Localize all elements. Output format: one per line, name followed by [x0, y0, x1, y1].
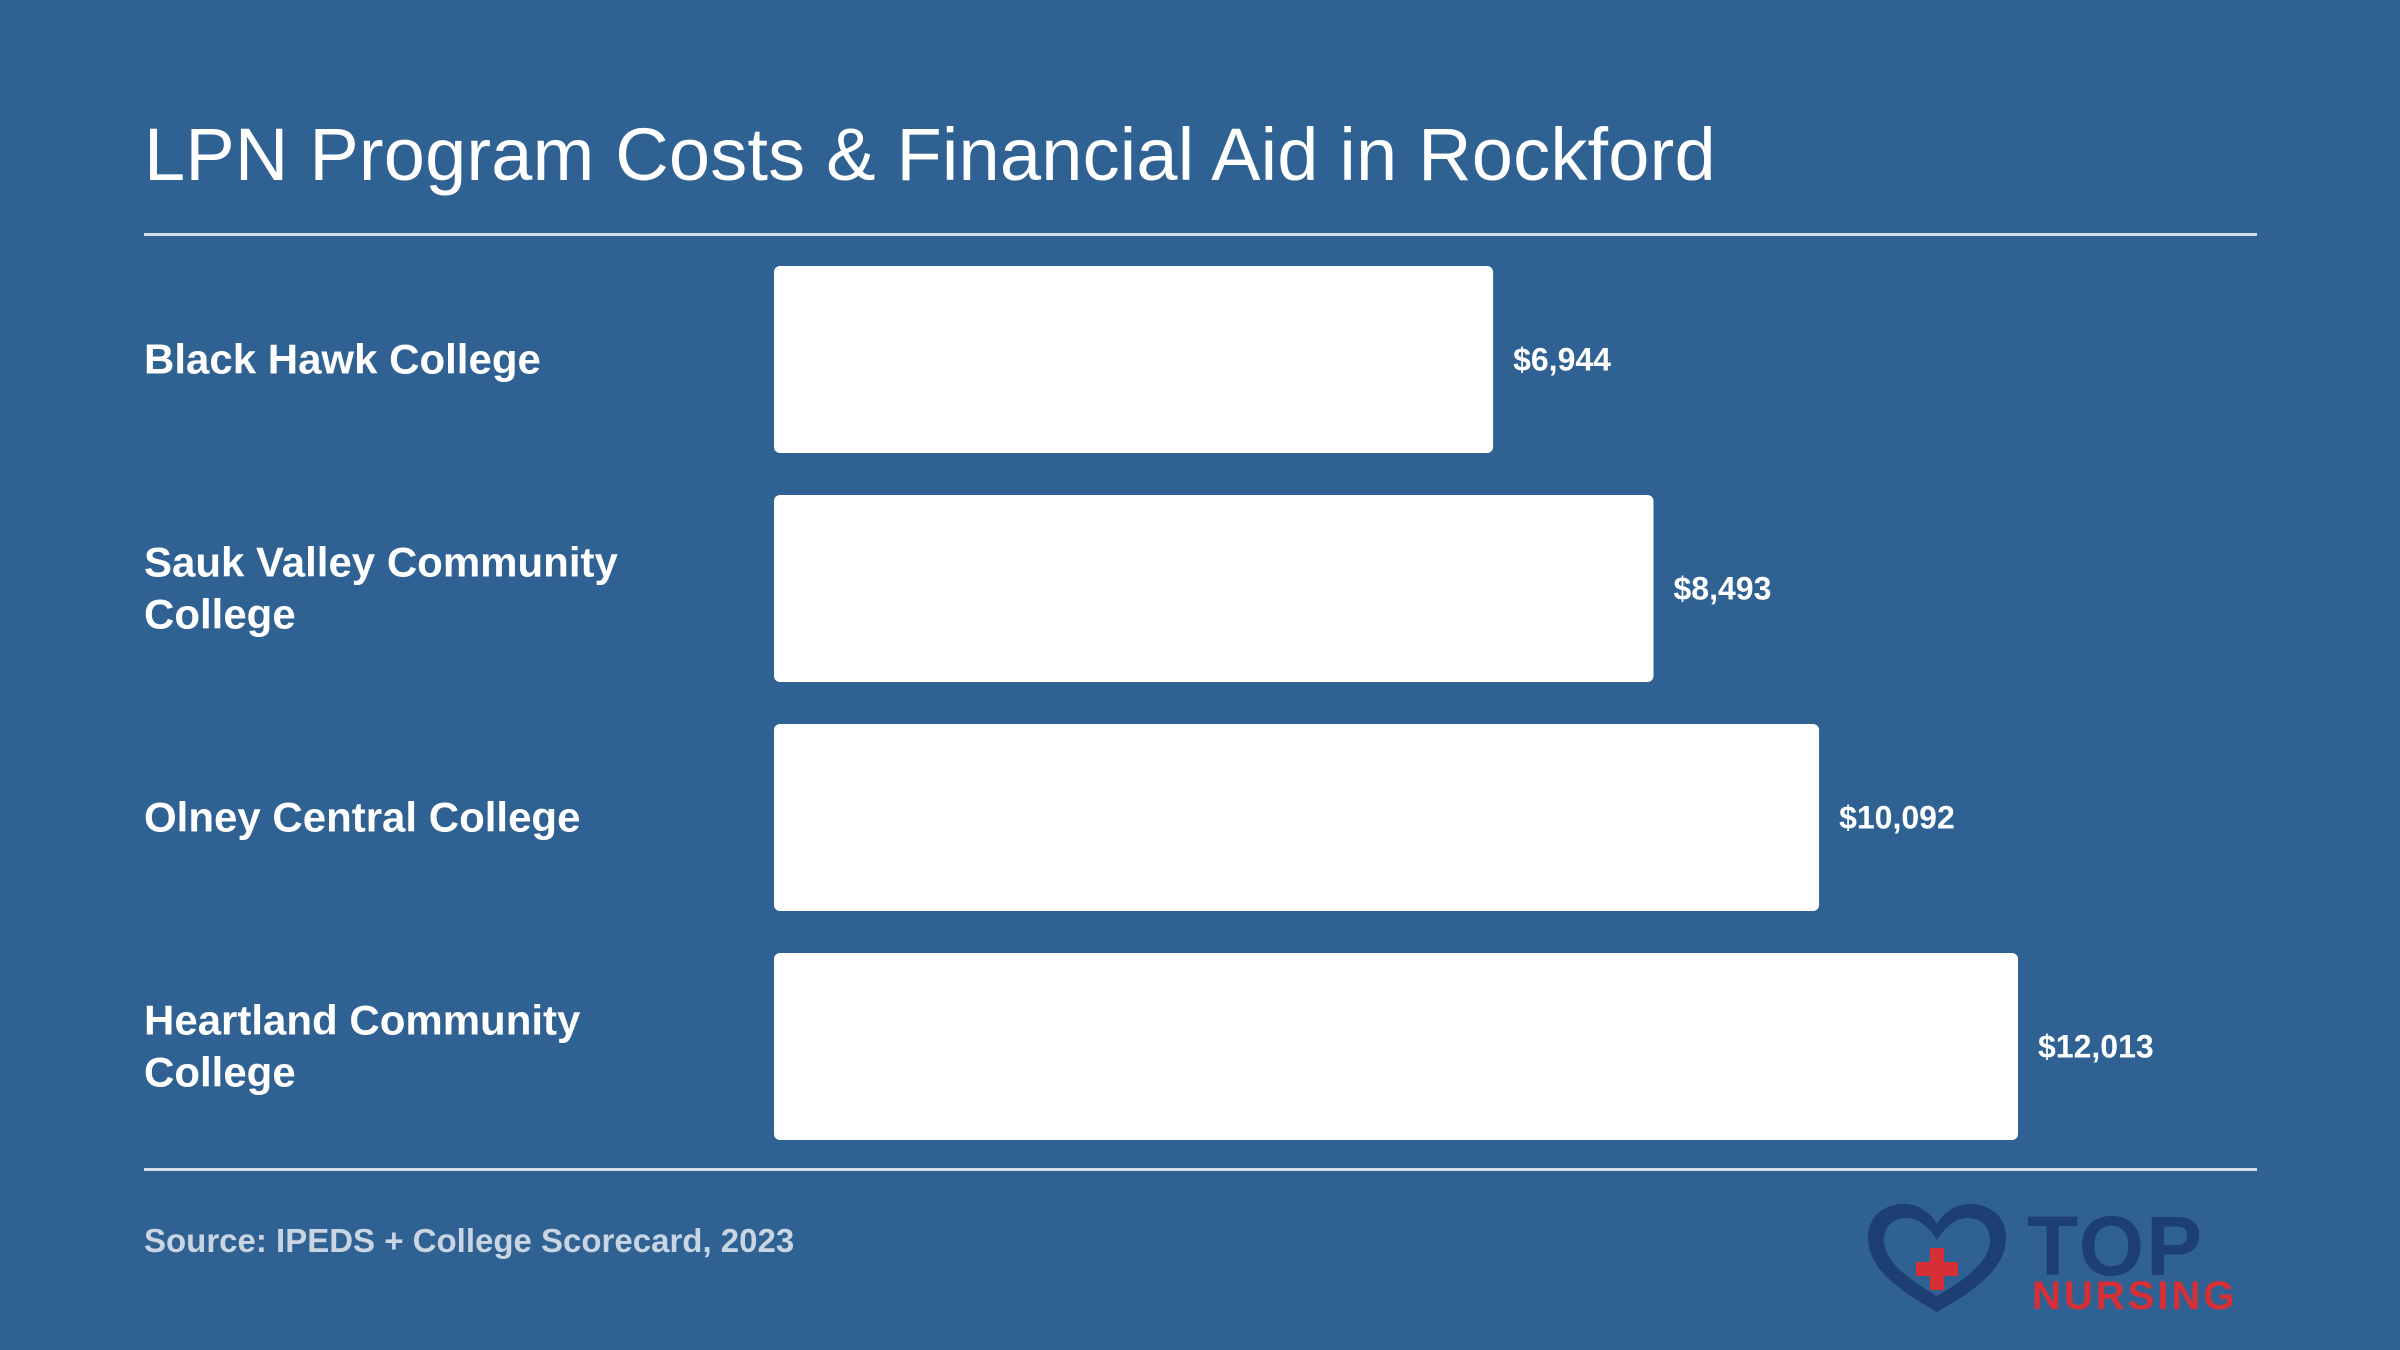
title-divider	[144, 233, 2257, 236]
category-label-line: Black Hawk College	[144, 336, 541, 383]
footer-divider	[144, 1168, 2257, 1171]
category-label: Heartland Community College	[144, 997, 581, 1096]
logo-top-text: TOP	[2027, 1199, 2205, 1293]
category-label-line: Olney Central College	[144, 794, 580, 841]
logo-nursing-text: NURSING	[2032, 1274, 2238, 1318]
bar	[774, 724, 1820, 911]
bar	[774, 495, 1654, 682]
bar-value-label: $12,013	[2038, 1029, 2154, 1065]
top-nursing-logo: TOP NURSING	[1862, 1199, 2262, 1320]
category-label-line: College	[144, 1049, 296, 1096]
category-label-line: College	[144, 591, 296, 638]
bar	[774, 953, 2018, 1140]
bar-value-label: $10,092	[1839, 800, 1955, 836]
category-label-line: Heartland Community	[144, 997, 581, 1044]
bar	[774, 266, 1494, 453]
category-label: Sauk Valley Community College	[144, 539, 618, 638]
category-label-line: Sauk Valley Community	[144, 539, 618, 586]
bar-value-label: $8,493	[1673, 571, 1771, 607]
source-note: Source: IPEDS + College Scorecard, 2023	[144, 1222, 795, 1259]
chart-title: LPN Program Costs & Financial Aid in Roc…	[144, 113, 1716, 196]
heart-cross-icon	[1868, 1204, 2006, 1312]
category-label: Olney Central College	[144, 794, 580, 841]
category-label: Black Hawk College	[144, 336, 541, 383]
bar-value-label: $6,944	[1513, 342, 1611, 378]
